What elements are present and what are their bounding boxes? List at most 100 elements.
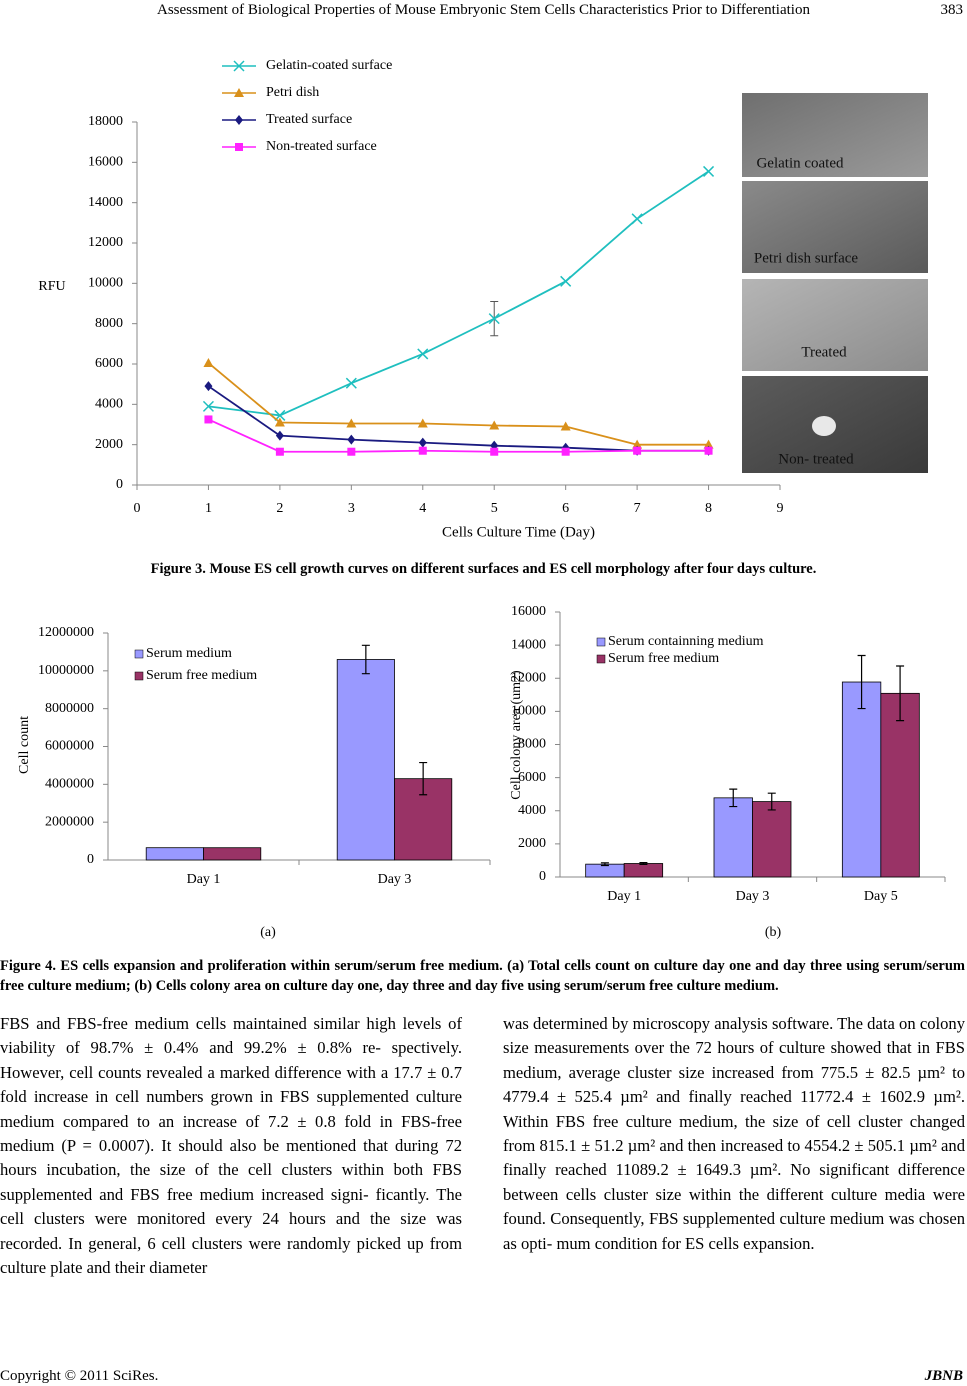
y-axis-label: Cell count <box>17 716 32 774</box>
legend-marker <box>235 115 243 125</box>
legend-marker <box>235 143 243 151</box>
data-point <box>703 165 715 177</box>
legend-label: Petri dish <box>266 85 319 100</box>
y-tick-label: 12000 <box>511 670 546 685</box>
bar <box>752 801 792 878</box>
y-tick-label: 2000 <box>518 836 546 851</box>
data-point <box>490 447 499 456</box>
series-line <box>208 418 709 453</box>
y-tick-label: 4000 <box>518 803 546 818</box>
micrograph-label: Treated <box>801 344 847 360</box>
bar <box>880 692 920 878</box>
cell-colony <box>812 416 836 436</box>
x-tick-label: Day 5 <box>864 889 898 904</box>
y-tick-label: 0 <box>87 852 94 867</box>
x-tick-label: Day 1 <box>187 872 221 887</box>
legend-swatch <box>596 637 606 647</box>
y-tick-label: 0 <box>539 869 546 884</box>
x-tick-label: 6 <box>562 501 569 516</box>
micrograph <box>742 93 928 177</box>
data-point <box>704 446 713 455</box>
error-bar <box>361 644 370 675</box>
x-tick-label: 5 <box>491 501 498 516</box>
legend-swatch <box>134 671 144 681</box>
figure-caption: Figure 3. Mouse ES cell growth curves on… <box>150 561 817 577</box>
legend-swatch <box>596 654 606 664</box>
y-tick-label: 10000 <box>88 276 123 291</box>
y-tick-label: 8000 <box>95 316 123 331</box>
y-tick-label: 6000 <box>95 356 123 371</box>
data-point <box>345 377 357 389</box>
data-point <box>703 439 714 449</box>
data-point <box>560 421 571 431</box>
x-tick-label: 4 <box>419 501 426 516</box>
legend-label: Serum free medium <box>146 668 257 683</box>
y-tick-label: 8000000 <box>45 701 94 716</box>
y-axis-label: Cell colony area (um2) <box>509 670 524 800</box>
bar <box>713 797 753 878</box>
error-bar <box>729 788 738 808</box>
y-tick-label: 0 <box>116 477 123 492</box>
micrograph <box>742 181 928 273</box>
y-tick-label: 18000 <box>88 114 123 129</box>
y-tick-label: 6000 <box>518 770 546 785</box>
legend-label: Treated surface <box>266 112 352 127</box>
bar <box>203 847 262 861</box>
legend-label: Serum free medium <box>608 651 719 666</box>
error-bar <box>639 862 648 865</box>
micrograph-label: Gelatin coated <box>756 155 844 171</box>
x-axis-label: Cells Culture Time (Day) <box>442 524 595 540</box>
series-line <box>207 362 709 446</box>
y-tick-label: 2000000 <box>45 814 94 829</box>
error-bar <box>767 792 776 811</box>
bar <box>336 659 395 861</box>
body-paragraph: was determined by microscopy analysis so… <box>503 1014 965 1253</box>
panel-label: (b) <box>765 925 782 940</box>
data-point <box>488 313 500 325</box>
x-tick-label: Day 1 <box>607 889 641 904</box>
figure-caption: Figure 4. ES cells expansion and prolife… <box>0 958 965 994</box>
y-tick-label: 16000 <box>511 604 546 619</box>
y-tick-label: 4000000 <box>45 777 94 792</box>
y-tick-label: 14000 <box>511 637 546 652</box>
micrograph-label: Non- treated <box>778 451 854 467</box>
legend-label: Non-treated surface <box>266 139 377 154</box>
y-tick-label: 2000 <box>95 437 123 452</box>
data-point <box>204 381 213 392</box>
y-tick-label: 12000 <box>88 235 123 250</box>
y-axis-label: RFU <box>38 279 65 294</box>
bar <box>623 863 664 878</box>
data-point <box>633 446 642 455</box>
running-header: Assessment of Biological Properties of M… <box>157 2 810 18</box>
data-point <box>631 213 643 225</box>
data-point <box>418 446 427 455</box>
data-point <box>347 434 356 445</box>
y-tick-label: 14000 <box>88 195 123 210</box>
legend-marker <box>234 88 244 97</box>
y-tick-label: 8000 <box>518 737 546 752</box>
bar <box>841 681 882 878</box>
y-tick-label: 10000 <box>511 704 546 719</box>
data-point <box>204 415 213 424</box>
data-point <box>560 275 572 287</box>
legend-marker <box>233 60 245 72</box>
x-tick-label: 8 <box>705 501 712 516</box>
y-tick-label: 12000000 <box>38 625 94 640</box>
data-point <box>418 437 427 448</box>
data-point <box>202 400 214 412</box>
data-point <box>275 447 284 456</box>
data-point <box>561 447 570 456</box>
data-point <box>632 439 643 449</box>
body-paragraph: FBS and FBS-free medium cells maintained… <box>0 1014 462 1278</box>
error-bar <box>600 862 609 867</box>
copyright: Copyright © 2011 SciRes. <box>0 1368 159 1384</box>
error-bar <box>896 665 905 722</box>
error-bar <box>857 654 866 710</box>
legend-label: Serum medium <box>146 646 232 661</box>
micrograph-label: Petri dish surface <box>754 250 858 266</box>
x-tick-label: 3 <box>348 501 355 516</box>
journal: JBNB <box>924 1368 963 1384</box>
data-point <box>489 420 500 430</box>
